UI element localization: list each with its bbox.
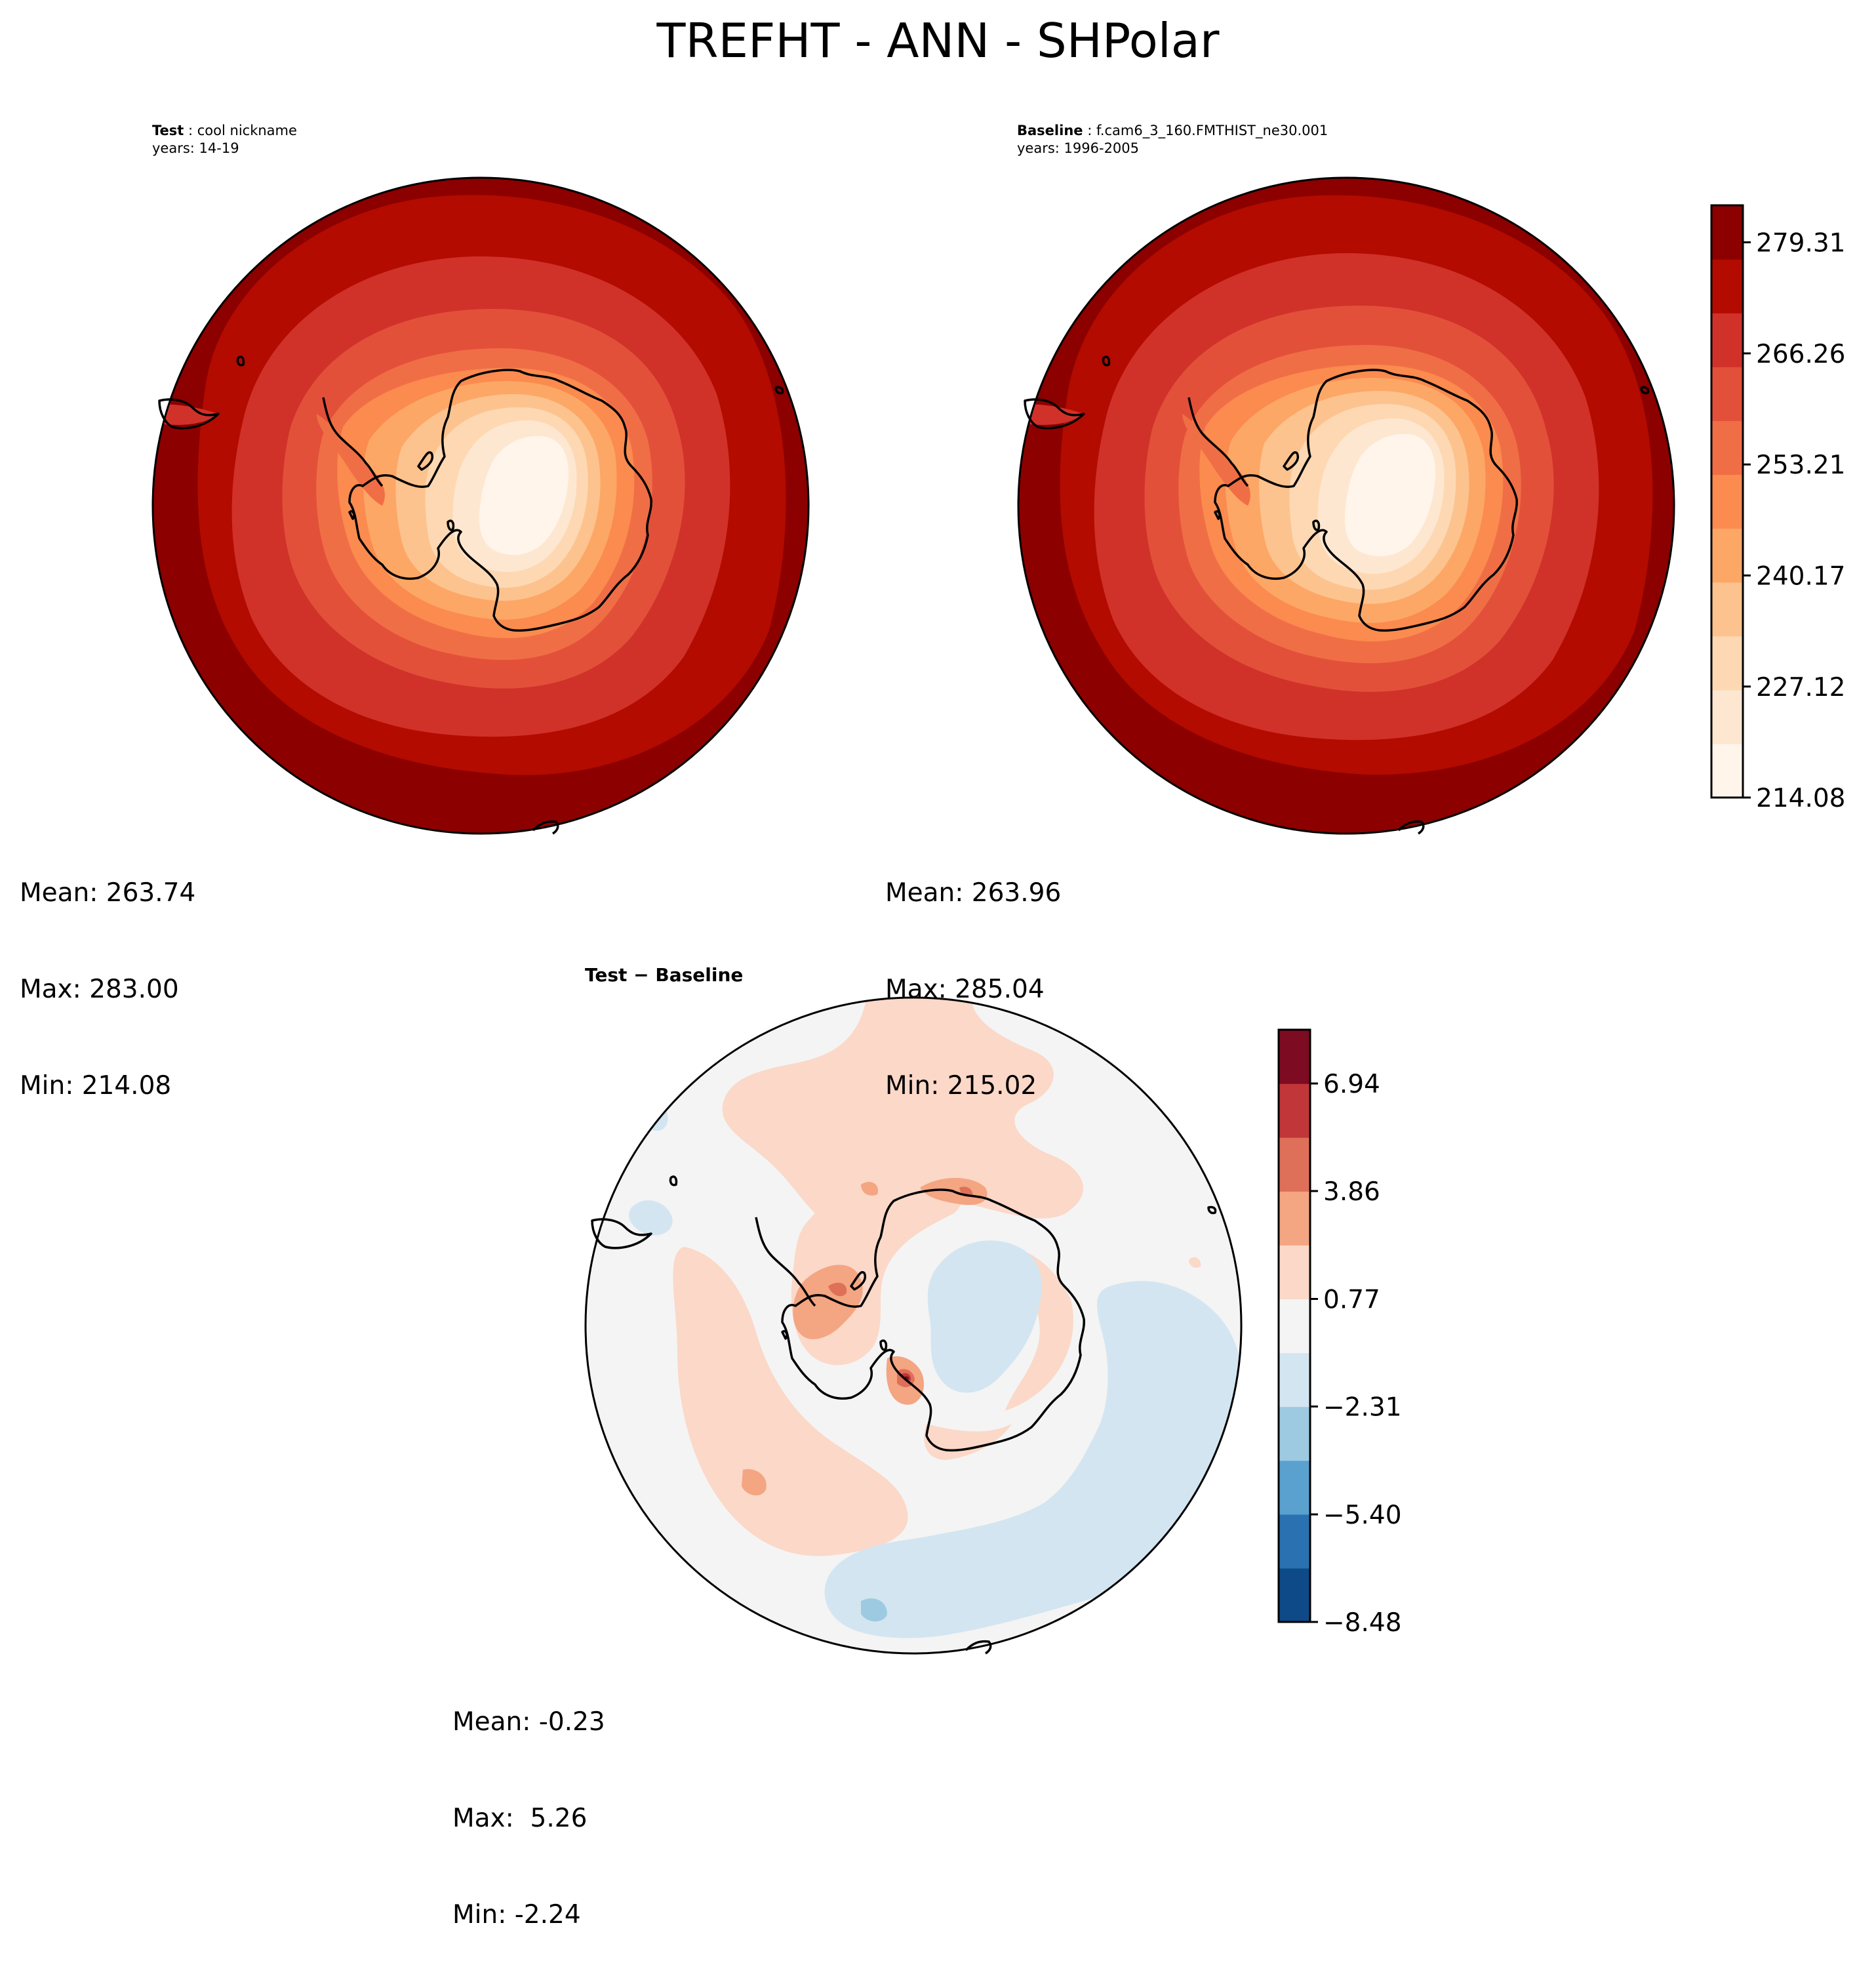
diff-pos-north [722, 998, 1083, 1228]
diff-colorbar-tick-label: −8.48 [1323, 1608, 1402, 1638]
baseline-label-sep: : [1083, 123, 1096, 138]
main-colorbar-tick-label: 279.31 [1756, 228, 1845, 258]
test-name: cool nickname [197, 123, 297, 138]
diff-title: Test − Baseline [585, 964, 744, 986]
diff-stat-max: Max: 5.26 [452, 1804, 588, 1833]
test-stat-mean: Mean: 263.74 [20, 878, 196, 908]
test-cape-band [159, 404, 218, 425]
diff-stat-mean: Mean: -0.23 [452, 1707, 605, 1737]
diff-pos-ne-blob [1189, 1257, 1201, 1268]
test-map [151, 176, 810, 835]
main-colorbar-ticks: 279.31 266.26 253.21 240.17 227.12 214.08 [1743, 228, 1845, 813]
main-colorbar-cell [1711, 420, 1743, 476]
main-colorbar-tick-label: 253.21 [1756, 451, 1845, 480]
diff-neg-dark [861, 1598, 887, 1622]
diff-pos3-peninsula [828, 1282, 847, 1297]
baseline-cape-band [1025, 404, 1084, 425]
diff-colorbar-cell [1279, 1191, 1310, 1245]
main-colorbar-cell [1711, 205, 1743, 260]
baseline-label: Baseline [1017, 123, 1083, 138]
main-colorbar-outline [1710, 204, 1744, 799]
diff-colorbar-cells [1279, 1030, 1310, 1623]
test-subtitle: Test : cool nickname years: 14-19 [152, 122, 297, 157]
baseline-name: f.cam6_3_160.FMTHIST_ne30.001 [1096, 123, 1328, 138]
diff-colorbar-cell [1279, 1460, 1310, 1515]
diff-colorbar-tick-label: −2.31 [1323, 1392, 1402, 1422]
test-stat-min: Min: 214.08 [20, 1071, 172, 1101]
main-colorbar: 279.31 266.26 253.21 240.17 227.12 214.08 [1710, 204, 1845, 813]
diff-colorbar-ticks: 6.94 3.86 0.77 −2.31 −5.40 −8.48 [1310, 1070, 1402, 1638]
main-colorbar-cell [1711, 313, 1743, 367]
baseline-map-frame [1017, 176, 1675, 835]
figure-title: TREFHT - ANN - SHPolar [656, 13, 1220, 68]
diff-stat-min: Min: -2.24 [452, 1900, 581, 1930]
figure: 279.31 266.26 253.21 240.17 227.12 214.08 6.9… [151, 176, 1845, 1655]
diff-colorbar-cell [1279, 1299, 1310, 1354]
diff-colorbar-cell [1279, 1352, 1310, 1407]
baseline-stat-min: Min: 215.02 [885, 1071, 1037, 1101]
diff-colorbar-cell [1279, 1406, 1310, 1461]
diff-neg-nw [629, 1200, 673, 1236]
main-colorbar-cell [1711, 743, 1743, 798]
main-colorbar-cell [1711, 474, 1743, 529]
baseline-stat-max: Max: 285.04 [885, 975, 1045, 1004]
diff-coastline [591, 1175, 1217, 1655]
main-colorbar-tick-label: 266.26 [1756, 340, 1845, 369]
test-map-frame [151, 176, 810, 835]
diff-pos-west [673, 1247, 908, 1556]
diff-colorbar-tick-label: −5.40 [1323, 1501, 1402, 1530]
diff-colorbar-cell [1279, 1245, 1310, 1300]
main-colorbar-cells [1711, 205, 1743, 798]
baseline-subtitle: Baseline : f.cam6_3_160.FMTHIST_ne30.001… [1017, 122, 1328, 157]
main-colorbar-cell [1711, 582, 1743, 637]
diff-neg-east [824, 1281, 1241, 1638]
diff-colorbar-cell [1279, 1137, 1310, 1192]
diff-pos2-peninsula [793, 1265, 863, 1339]
main-colorbar-cell [1711, 528, 1743, 583]
test-coastline [158, 355, 784, 835]
main-colorbar-cell [1711, 689, 1743, 744]
test-stat-max: Max: 283.00 [20, 975, 179, 1004]
main-colorbar-cell [1711, 636, 1743, 691]
main-colorbar-tick-label: 214.08 [1756, 784, 1845, 813]
baseline-band-222 [1345, 434, 1436, 557]
diff-pos2-ne-small [861, 1181, 878, 1196]
diff-colorbar-cell [1279, 1030, 1310, 1084]
diff-colorbar-cell [1279, 1083, 1310, 1138]
baseline-coastline [1024, 355, 1650, 835]
diff-stats: Mean: -0.23 Max: 5.26 Min: -2.24 [452, 1642, 605, 1963]
main-colorbar-tick-label: 240.17 [1756, 561, 1845, 591]
diff-colorbar: 6.94 3.86 0.77 −2.31 −5.40 −8.48 [1277, 1028, 1402, 1638]
diff-map [584, 996, 1243, 1655]
test-label: Test [152, 123, 184, 138]
diff-colorbar-tick-label: 0.77 [1323, 1285, 1380, 1315]
diff-map-frame [584, 996, 1243, 1655]
main-colorbar-tick-label: 227.12 [1756, 673, 1845, 702]
diff-colorbar-cell [1279, 1568, 1310, 1623]
test-label-sep: : [184, 123, 197, 138]
test-stats: Mean: 263.74 Max: 283.00 Min: 214.08 [20, 813, 195, 1134]
baseline-years: years: 1996-2005 [1017, 140, 1140, 156]
diff-neg-interior [927, 1240, 1042, 1393]
baseline-stat-mean: Mean: 263.96 [885, 878, 1062, 908]
baseline-stats: Mean: 263.96 Max: 285.04 Min: 215.02 [885, 813, 1061, 1134]
diff-colorbar-tick-label: 3.86 [1323, 1177, 1380, 1207]
baseline-map [1017, 176, 1675, 835]
main-colorbar-cell [1711, 259, 1743, 314]
diff-pos2-west [742, 1469, 767, 1496]
diff-pos-east-coast [1005, 1247, 1073, 1411]
diff-colorbar-tick-label: 6.94 [1323, 1070, 1380, 1099]
diff-colorbar-cell [1279, 1514, 1310, 1569]
test-band-222 [479, 435, 569, 556]
main-colorbar-cell [1711, 367, 1743, 421]
test-years: years: 14-19 [152, 140, 239, 156]
diff-colorbar-outline [1277, 1028, 1311, 1623]
